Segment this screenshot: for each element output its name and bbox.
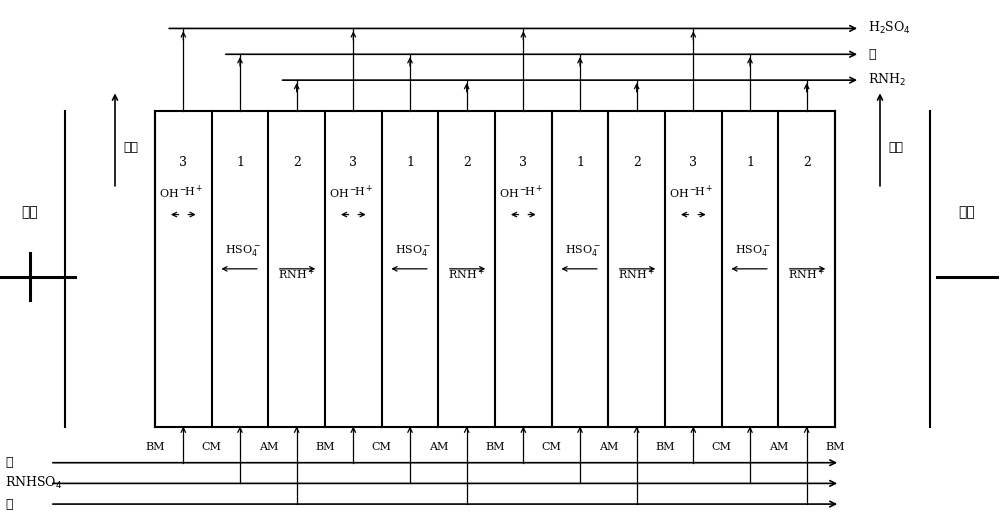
- Text: AM: AM: [769, 442, 788, 452]
- Text: H$^+$: H$^+$: [694, 184, 713, 199]
- Text: 2: 2: [463, 156, 471, 170]
- Text: 水: 水: [5, 456, 12, 469]
- Text: OH$^-$: OH$^-$: [669, 187, 697, 199]
- Text: HSO$_4^-$: HSO$_4^-$: [565, 244, 601, 258]
- Text: AM: AM: [429, 442, 448, 452]
- Text: 2: 2: [633, 156, 641, 170]
- Text: OH$^-$: OH$^-$: [499, 187, 527, 199]
- Text: 3: 3: [519, 156, 527, 170]
- Text: BM: BM: [825, 442, 845, 452]
- Text: 极液: 极液: [123, 141, 138, 154]
- Text: 水: 水: [868, 48, 876, 61]
- Text: RNH$_2$: RNH$_2$: [868, 72, 906, 88]
- Text: 1: 1: [576, 156, 584, 170]
- Text: H$^+$: H$^+$: [524, 184, 543, 199]
- Text: CM: CM: [202, 442, 222, 452]
- Text: BM: BM: [655, 442, 675, 452]
- Text: RNH$^+$: RNH$^+$: [278, 266, 315, 282]
- Text: AM: AM: [259, 442, 278, 452]
- Text: OH$^-$: OH$^-$: [159, 187, 187, 199]
- Text: 水: 水: [5, 497, 12, 511]
- Text: BM: BM: [315, 442, 335, 452]
- Text: 1: 1: [746, 156, 754, 170]
- Text: CM: CM: [542, 442, 562, 452]
- Text: HSO$_4^-$: HSO$_4^-$: [735, 244, 771, 258]
- Text: 1: 1: [236, 156, 244, 170]
- Text: AM: AM: [599, 442, 618, 452]
- Text: RNH$^+$: RNH$^+$: [448, 266, 485, 282]
- Text: CM: CM: [372, 442, 392, 452]
- Text: 2: 2: [803, 156, 811, 170]
- Text: OH$^-$: OH$^-$: [329, 187, 357, 199]
- Text: RNH$^+$: RNH$^+$: [788, 266, 825, 282]
- Text: 3: 3: [689, 156, 697, 170]
- Text: RNHSO$_4$: RNHSO$_4$: [5, 475, 62, 492]
- Text: 3: 3: [349, 156, 357, 170]
- Text: 阴极: 阴极: [959, 205, 975, 219]
- Text: 1: 1: [406, 156, 414, 170]
- Text: 3: 3: [179, 156, 187, 170]
- Text: RNH$^+$: RNH$^+$: [618, 266, 655, 282]
- Text: CM: CM: [712, 442, 732, 452]
- Text: 阳极: 阳极: [22, 205, 38, 219]
- Text: H$^+$: H$^+$: [354, 184, 373, 199]
- Text: BM: BM: [145, 442, 165, 452]
- Text: HSO$_4^-$: HSO$_4^-$: [395, 244, 431, 258]
- Text: BM: BM: [485, 442, 505, 452]
- Text: 极液: 极液: [888, 141, 903, 154]
- Text: H$_2$SO$_4$: H$_2$SO$_4$: [868, 20, 911, 37]
- Text: H$^+$: H$^+$: [184, 184, 203, 199]
- Text: HSO$_4^-$: HSO$_4^-$: [225, 244, 261, 258]
- Text: 2: 2: [293, 156, 301, 170]
